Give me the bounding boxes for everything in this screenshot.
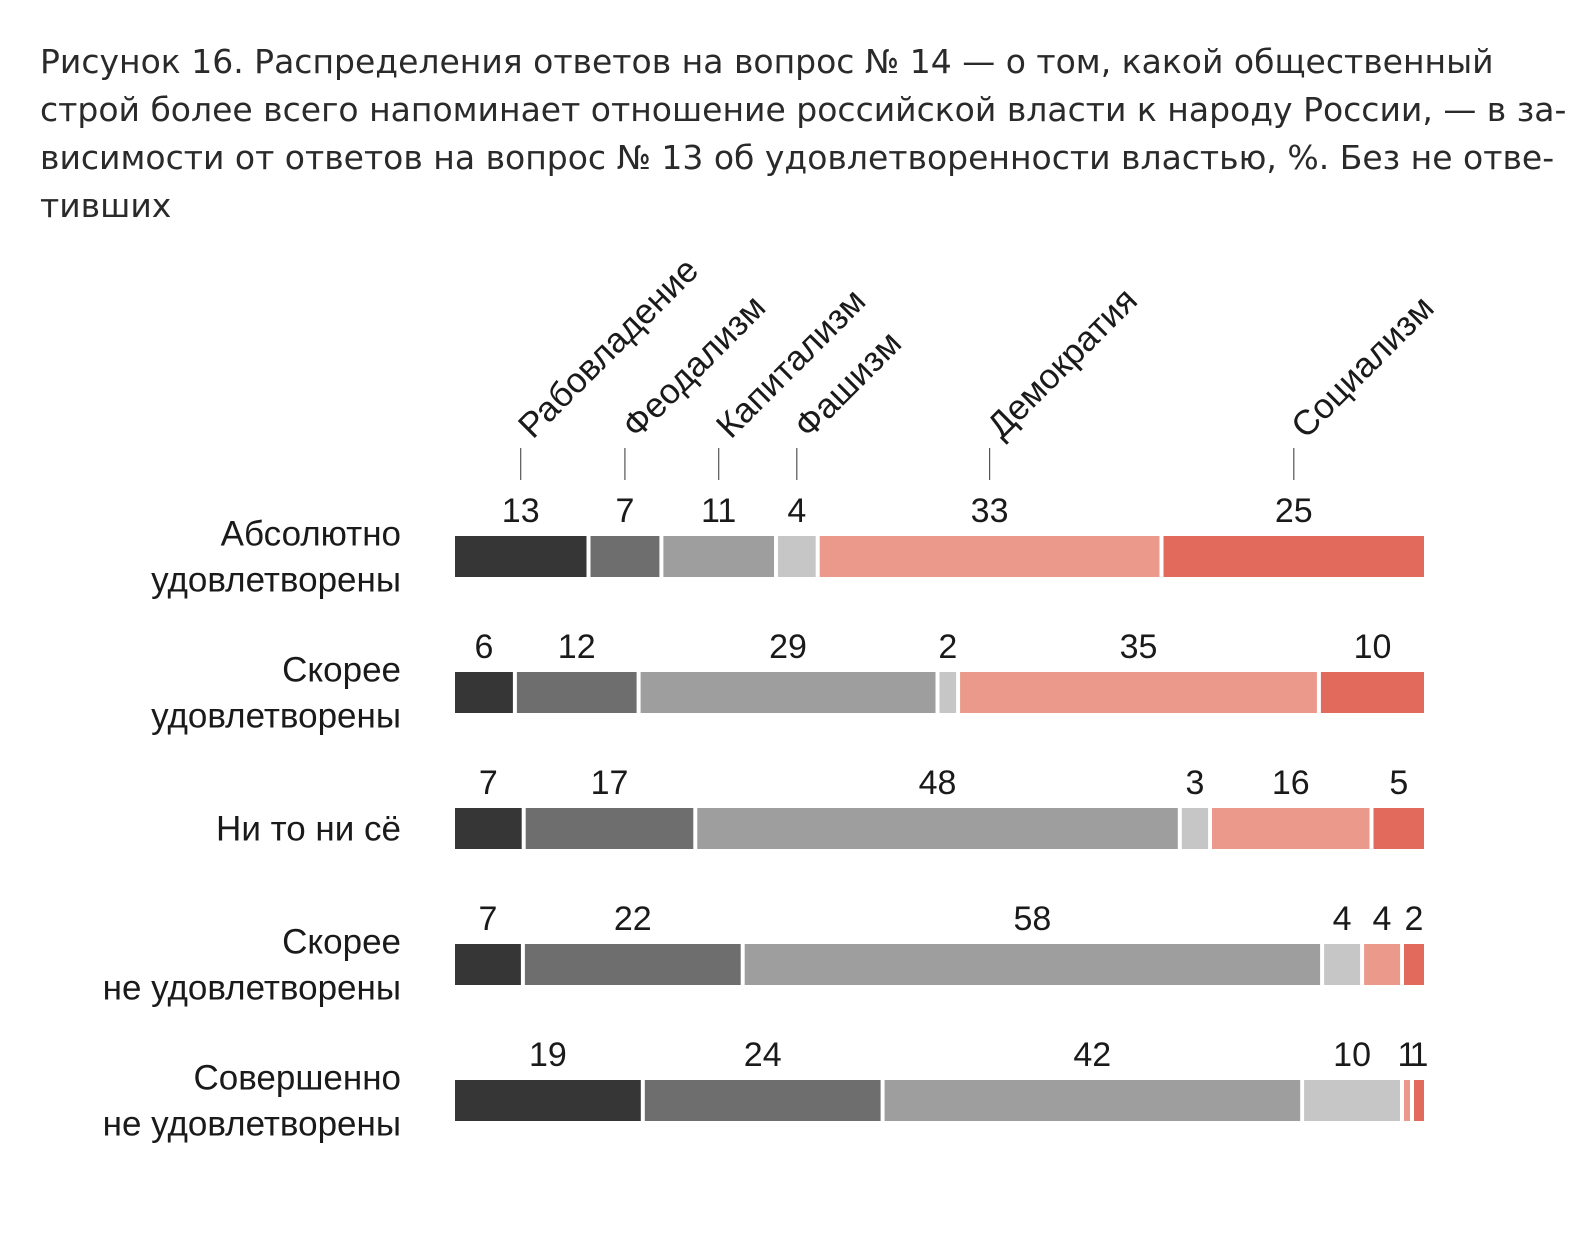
row-label-2-line-1: Скорее	[282, 651, 401, 690]
bar-segment-row1-социализм	[1163, 536, 1424, 577]
bar-segment-row5-феодализм	[644, 1080, 881, 1121]
bar-segment-row3-рабовладение	[455, 808, 522, 849]
title-line-4: тивших	[40, 186, 172, 225]
bar-segment-row5-социализм	[1414, 1080, 1424, 1121]
value-label-row3-seg2: 17	[591, 764, 629, 802]
value-label-row4-seg2: 22	[614, 900, 652, 938]
value-label-row2-seg6: 10	[1354, 628, 1392, 666]
value-label-row3-seg1: 7	[479, 764, 498, 802]
value-label-row4-seg6: 2	[1405, 900, 1424, 938]
value-label-row1-seg6: 25	[1275, 492, 1313, 530]
value-label-row1-seg4: 4	[787, 492, 806, 530]
value-label-row5-seg2: 24	[744, 1036, 782, 1074]
value-label-row4-seg4: 4	[1333, 900, 1352, 938]
row-label-5-line-2: не удовлетворены	[103, 1105, 401, 1144]
value-label-row4-seg5: 4	[1373, 900, 1392, 938]
bar-segment-row1-демократия	[819, 536, 1160, 577]
bar-segment-row3-феодализм	[525, 808, 694, 849]
value-label-row2-seg1: 6	[474, 628, 493, 666]
bar-segment-row4-фашизм	[1324, 944, 1361, 985]
value-label-row3-seg5: 16	[1272, 764, 1310, 802]
title-line-2: строй более всего напоминает отношение р…	[40, 90, 1567, 129]
bar-segment-row4-демократия	[1364, 944, 1401, 985]
bar-segment-row3-социализм	[1373, 808, 1424, 849]
value-label-row5-seg4: 10	[1333, 1036, 1371, 1074]
bar-segment-row3-фашизм	[1181, 808, 1209, 849]
bar-segment-row4-рабовладение	[455, 944, 521, 985]
bar-segment-row5-капитализм	[884, 1080, 1301, 1121]
value-label-row2-seg2: 12	[558, 628, 596, 666]
category-label-социализм: Социализм	[1284, 288, 1442, 446]
bar-segment-row4-капитализм	[744, 944, 1321, 985]
bar-segment-row2-капитализм	[640, 672, 936, 713]
value-label-row1-seg1: 13	[502, 492, 540, 530]
row-label-1-line-2: удовлетворены	[151, 561, 401, 600]
bar-segment-row5-демократия	[1404, 1080, 1410, 1121]
bar-segment-row5-фашизм	[1304, 1080, 1400, 1121]
value-label-row3-seg3: 48	[919, 764, 957, 802]
value-label-row3-seg6: 5	[1389, 764, 1408, 802]
bar-segment-row2-социализм	[1320, 672, 1424, 713]
row-label-2-line-2: удовлетворены	[151, 697, 401, 736]
value-label-row5-seg6: 1	[1410, 1036, 1429, 1074]
row-label-1-line-1: Абсолютно	[221, 515, 401, 554]
bar-segment-row1-рабовладение	[455, 536, 587, 577]
bar-segment-row4-социализм	[1404, 944, 1424, 985]
value-label-row1-seg2: 7	[615, 492, 634, 530]
bar-segment-row1-фашизм	[778, 536, 816, 577]
value-label-row1-seg5: 33	[971, 492, 1009, 530]
value-label-row4-seg3: 58	[1013, 900, 1051, 938]
value-label-row3-seg4: 3	[1185, 764, 1204, 802]
category-label-демократия: Демократия	[980, 280, 1145, 445]
bar-segment-row3-капитализм	[697, 808, 1178, 849]
value-label-row2-seg3: 29	[769, 628, 807, 666]
bar-segment-row4-феодализм	[524, 944, 741, 985]
row-label-5-line-1: Совершенно	[193, 1059, 401, 1098]
bar-segment-row2-фашизм	[939, 672, 957, 713]
title-line-1: Рисунок 16. Распределения ответов на воп…	[40, 42, 1494, 81]
bar-segment-row1-феодализм	[590, 536, 660, 577]
bar-segment-row3-демократия	[1212, 808, 1370, 849]
row-label-4-line-1: Скорее	[282, 923, 401, 962]
row-label-3-line-1: Ни то ни сё	[216, 810, 401, 849]
category-label-рабовладение: Рабовладение	[511, 250, 706, 445]
value-label-row1-seg3: 11	[701, 492, 736, 530]
bar-segment-row2-рабовладение	[455, 672, 513, 713]
bar-segment-row2-феодализм	[516, 672, 637, 713]
title-line-3: висимости от ответов на вопрос № 13 об у…	[40, 138, 1555, 177]
value-label-row5-seg5: 1	[1398, 1036, 1417, 1074]
value-label-row4-seg1: 7	[479, 900, 498, 938]
value-label-row2-seg5: 35	[1120, 628, 1158, 666]
figure-title: Рисунок 16. Распределения ответов на воп…	[40, 38, 1567, 230]
bar-segment-row2-демократия	[960, 672, 1317, 713]
value-label-row5-seg3: 42	[1073, 1036, 1111, 1074]
value-label-row5-seg1: 19	[529, 1036, 567, 1074]
bar-segment-row1-капитализм	[663, 536, 774, 577]
value-label-row2-seg4: 2	[938, 628, 957, 666]
bar-segment-row5-рабовладение	[455, 1080, 641, 1121]
row-label-4-line-2: не удовлетворены	[103, 969, 401, 1008]
